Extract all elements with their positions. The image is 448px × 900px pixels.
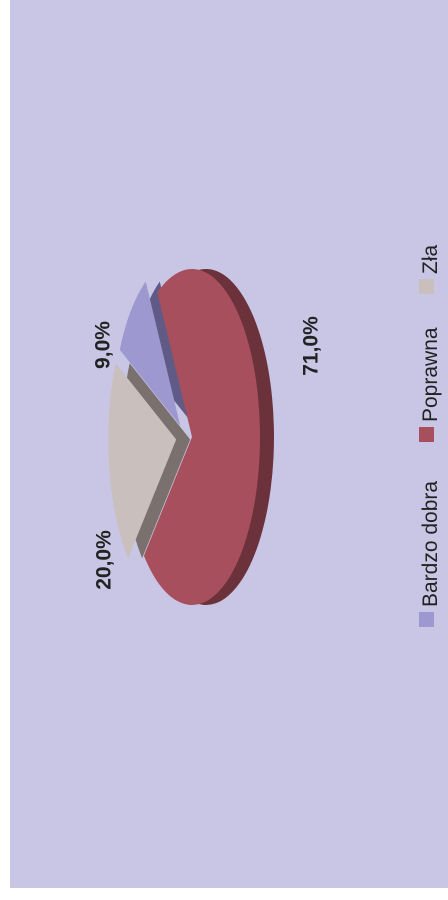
data-label-poprawna: 71,0% — [300, 316, 323, 376]
pie-slice-bardzo-dobra — [119, 281, 181, 427]
legend-label-zla: Zła — [419, 245, 442, 274]
pie-slices — [108, 269, 260, 605]
legend-label-poprawna: Poprawna — [419, 327, 442, 422]
data-label-zla: 20,0% — [93, 530, 116, 590]
data-labels: 71,0% 9,0% 20,0% — [92, 316, 323, 590]
pie-slice-poprawna — [143, 269, 260, 605]
legend: Bardzo dobra Poprawna Zła — [419, 245, 442, 627]
legend-label-bardzo-dobra: Bardzo dobra — [419, 481, 442, 607]
legend-swatch-zla — [419, 279, 434, 294]
legend-swatch-bardzo-dobra — [419, 612, 434, 627]
pie-slice-zla — [108, 363, 177, 559]
data-label-bardzo-dobra: 9,0% — [92, 321, 115, 369]
pie-chart: 71,0% 9,0% 20,0% Bardzo dobra Poprawna Z… — [10, 0, 448, 888]
legend-swatch-poprawna — [419, 427, 434, 442]
chart-panel: 71,0% 9,0% 20,0% Bardzo dobra Poprawna Z… — [10, 0, 448, 888]
